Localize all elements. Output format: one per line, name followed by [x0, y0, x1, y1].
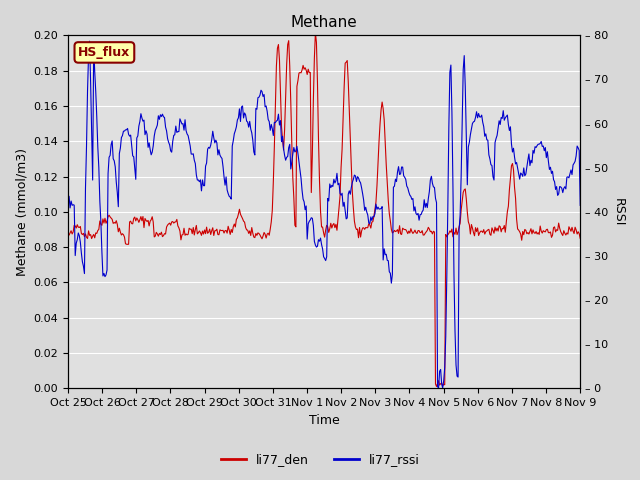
li77_den [566, 226, 574, 232]
Text: HS_flux: HS_flux [78, 46, 131, 59]
li77_den [486, 231, 493, 237]
Title: Methane: Methane [291, 15, 358, 30]
Y-axis label: Methane (mmol/m3): Methane (mmol/m3) [15, 148, 28, 276]
li77_den [312, 30, 319, 36]
Y-axis label: RSSI: RSSI [612, 198, 625, 226]
li77_rssi [486, 156, 493, 162]
li77_rssi [312, 242, 319, 248]
li77_den [307, 190, 315, 195]
Legend: li77_den, li77_rssi: li77_den, li77_rssi [216, 448, 424, 471]
li77_den [370, 213, 378, 219]
li77_rssi [370, 214, 378, 220]
li77_rssi [566, 171, 574, 177]
li77_den [64, 230, 72, 236]
li77_den [433, 384, 440, 389]
li77_den [342, 60, 350, 65]
X-axis label: Time: Time [308, 414, 339, 427]
li77_rssi [64, 197, 72, 203]
li77_den [577, 236, 584, 241]
li77_rssi [86, 38, 93, 44]
li77_den [310, 55, 318, 61]
li77_rssi [342, 216, 350, 222]
li77_rssi [577, 203, 584, 208]
li77_rssi [435, 385, 442, 391]
li77_rssi [308, 216, 316, 221]
Line: li77_rssi: li77_rssi [68, 41, 580, 388]
Line: li77_den: li77_den [68, 33, 580, 386]
